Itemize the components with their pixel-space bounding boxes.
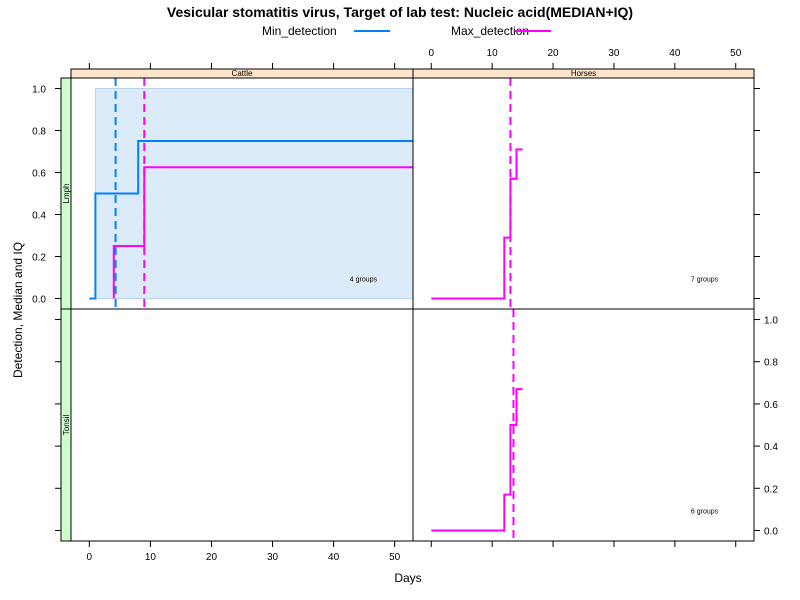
legend-label-min: Min_detection [262,24,337,38]
max-detection-line-cattle-lmph [112,166,413,299]
x-tick-label: 50 [389,552,401,563]
x-tick-label: 20 [206,552,218,563]
max-detection-line-horses-tonsil [431,388,523,532]
strip-label-horses: Horses [571,69,596,78]
y-tick-label: 0.8 [32,127,46,138]
y-tick-label: 0.2 [764,484,778,495]
panel-border-cattle-tonsil [70,308,414,542]
panel-marks-cattle-lmph [89,78,413,309]
panel-marks-horses-lmph [431,78,523,309]
x-tick-label: 20 [547,48,559,59]
panel-border-horses-tonsil [412,308,755,542]
y-tick-label: 0.6 [764,400,778,411]
panel-horses-tonsil: 6 groups [431,309,719,541]
y-tick-label: 0.6 [32,169,46,180]
strip-label-tonsil: Tonsil [62,415,71,436]
strip-label-cattle: Cattle [232,69,253,78]
x-tick-label: 0 [428,48,434,59]
y-tick-label: 0.4 [764,442,778,453]
x-tick-label: 40 [328,552,340,563]
iq-band-cattle-lmph [94,88,413,299]
strip-label-lmph: Lmph [62,183,71,203]
x-tick-label: 40 [669,48,681,59]
groups-label-horses-lmph: 7 groups [691,277,719,284]
plot-area: Cattle Horses Lmph Tonsil 4 groups 7 groups 6 … [32,48,778,563]
y-tick-label: 0.8 [764,358,778,369]
y-tick-label: 0.0 [32,295,46,306]
panel-cattle-lmph: 4 groups [89,78,413,309]
y-axis-label: Detection, Median and IQ [11,242,25,378]
panel-border-horses-lmph [412,77,755,310]
panel-marks-horses-tonsil [431,309,523,541]
x-axis-label: Days [394,571,421,585]
y-tick-label: 0.2 [32,253,46,264]
groups-label-cattle-lmph: 4 groups [350,277,378,284]
x-tick-label: 30 [608,48,620,59]
y-tick-label: 1.0 [32,85,46,96]
x-tick-label: 10 [487,48,499,59]
min-detection-line-cattle-lmph [89,140,413,300]
x-tick-label: 0 [87,552,93,563]
y-tick-label: 0.0 [764,526,778,537]
y-tick-label: 0.4 [32,211,46,222]
chart-title: Vesicular stomatitis virus, Target of la… [167,4,633,20]
legend-label-max: Max_detection [451,24,529,38]
y-tick-label: 1.0 [764,316,778,327]
x-tick-label: 10 [145,552,157,563]
x-tick-label: 50 [730,48,742,59]
panel-horses-lmph: 7 groups [431,78,719,309]
legend: Min_detection Max_detection [262,24,551,38]
max-detection-line-horses-lmph [431,148,523,300]
x-tick-label: 30 [267,552,279,563]
groups-label-horses-tonsil: 6 groups [691,509,719,516]
